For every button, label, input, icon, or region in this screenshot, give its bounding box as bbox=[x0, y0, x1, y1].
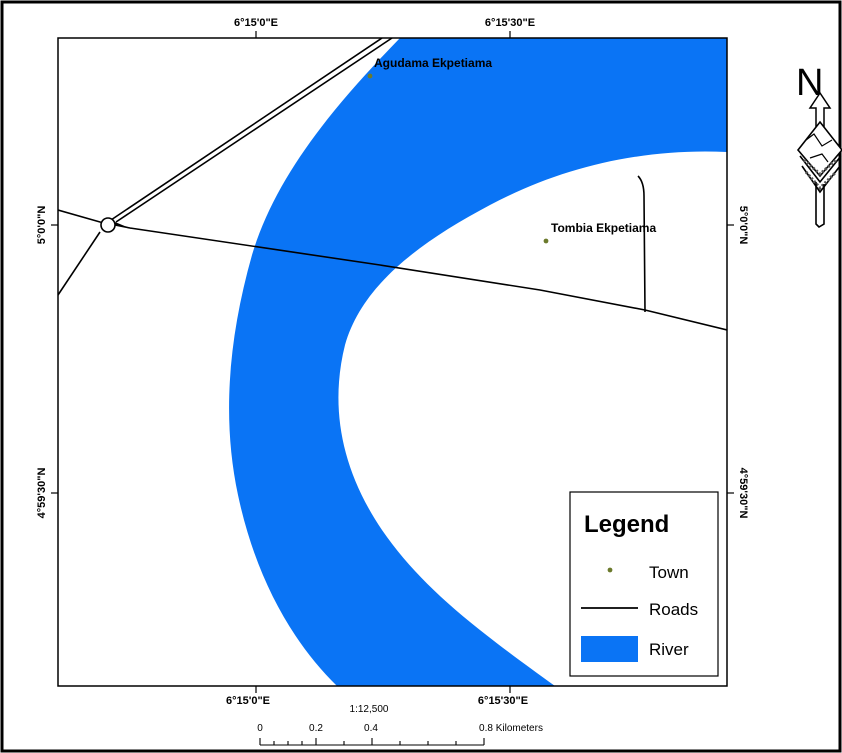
road-north-east-2 bbox=[115, 38, 393, 223]
road-spur bbox=[637, 175, 646, 313]
scale-tick-label: 0.2 bbox=[309, 723, 323, 734]
data-frame-border bbox=[57, 37, 728, 687]
legend-title: Legend bbox=[584, 511, 669, 538]
town-label: Agudama Ekpetiama bbox=[374, 56, 492, 70]
graticule-label-top: 6°15'0"E bbox=[234, 17, 278, 29]
roundabout-marker bbox=[100, 217, 116, 233]
graticule-label-bottom: 6°15'0"E bbox=[226, 695, 270, 707]
graticule-labels: 6°15'0"E 6°15'30"E 6°15'0"E 6°15'30"E 5°… bbox=[36, 17, 749, 707]
roundabout-wing bbox=[115, 222, 132, 229]
river-symbol-icon bbox=[581, 636, 638, 662]
legend-item-river: River bbox=[581, 636, 689, 662]
town-symbol-icon bbox=[607, 567, 613, 573]
graticule-label-top: 6°15'30"E bbox=[485, 17, 535, 29]
scale-ratio: 1:12,500 bbox=[350, 704, 389, 715]
graticule-label-right: 5°0'0"N bbox=[737, 206, 749, 245]
legend-item-town: Town bbox=[607, 563, 689, 582]
roads-layer bbox=[58, 38, 727, 331]
river-polygon bbox=[229, 38, 727, 686]
road-south-west bbox=[58, 231, 101, 296]
legend: Legend Town Roads River bbox=[569, 491, 719, 677]
town-agudama: Agudama Ekpetiama bbox=[367, 56, 492, 79]
graticule-label-right: 4°59'30"N bbox=[737, 468, 749, 519]
scale-tick-label: 0.8 Kilometers bbox=[479, 723, 543, 734]
town-tombia: Tombia Ekpetiama bbox=[543, 221, 656, 244]
legend-label: Roads bbox=[649, 600, 698, 619]
north-arrow-icon: N bbox=[796, 62, 842, 229]
graticule-label-left: 4°59'30"N bbox=[36, 468, 48, 519]
legend-label: River bbox=[649, 640, 689, 659]
scale-tick-label: 0 bbox=[257, 723, 263, 734]
legend-item-roads: Roads bbox=[581, 600, 698, 619]
data-frame: Agudama Ekpetiama Tombia Ekpetiama bbox=[57, 37, 728, 687]
town-point bbox=[543, 238, 549, 244]
scale-tick-label: 0.4 bbox=[364, 723, 378, 734]
graticule-ticks bbox=[51, 31, 734, 693]
town-point bbox=[367, 73, 373, 79]
graticule-label-bottom: 6°15'30"E bbox=[478, 695, 528, 707]
graticule-label-left: 5°0'0"N bbox=[36, 206, 48, 245]
town-label: Tombia Ekpetiama bbox=[551, 221, 656, 235]
road-north-east bbox=[107, 38, 383, 223]
legend-label: Town bbox=[649, 563, 689, 582]
scale-bar: 1:12,500 0 0.2 0.4 0.8 Kilometers bbox=[257, 704, 543, 746]
